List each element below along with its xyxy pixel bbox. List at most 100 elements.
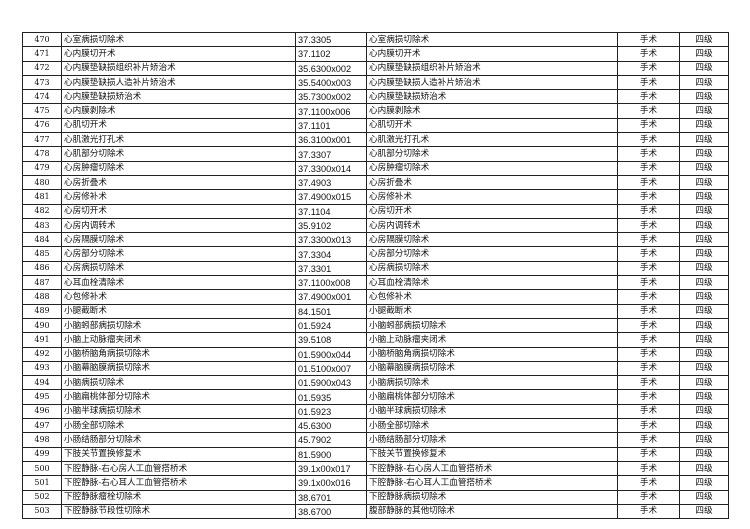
table-row: 486 心房病损切除术 37.3301 心房病损切除术 手术 四级 [22,260,729,277]
table-row: 490 小脑蚓部病损切除术 01.5924 小脑蚓部病损切除术 手术 四级 [22,317,729,334]
category-cell: 手术 [617,160,680,176]
row-number-cell: 488 [22,289,62,305]
level-cell: 四级 [679,74,729,91]
procedure-code-cell: 37.4903 [295,174,367,191]
procedure-name-cell: 心肌激光打孔术 [61,132,296,148]
code-name-cell: 小脑蚓部病损切除术 [366,317,618,334]
procedure-name-cell: 心耳血栓清除术 [61,275,296,291]
table-row: 477 心肌激光打孔术 36.3100x001 心肌激光打孔术 手术 四级 [22,132,729,148]
row-number-cell: 492 [22,346,62,362]
level-cell: 四级 [679,174,729,191]
procedure-code-cell: 39.5108 [295,332,367,348]
level-cell: 四级 [679,275,729,291]
procedure-name-cell: 心房内调转术 [61,217,296,234]
procedure-name-cell: 下腔静脉瘤栓切除术 [61,489,296,505]
code-name-cell: 小脑半球病损切除术 [366,403,618,420]
category-cell: 手术 [617,418,680,434]
row-number-cell: 483 [22,217,62,234]
procedure-name-cell: 心内膜切开术 [61,46,296,62]
table-row: 489 小腿截断术 84.1501 小腿截断术 手术 四级 [22,303,729,319]
procedure-code-cell: 37.1101 [295,117,367,134]
table-row: 498 小肠结肠部分切除术 45.7902 小肠结肠部分切除术 手术 四级 [22,432,729,448]
category-cell: 手术 [617,189,680,205]
procedure-code-cell: 35.7300x002 [295,89,367,105]
procedure-code-cell: 01.5100x007 [295,360,367,377]
level-cell: 四级 [679,460,729,477]
procedure-code-cell: 37.3300x013 [295,232,367,248]
table-row: 496 小脑半球病损切除术 01.5923 小脑半球病损切除术 手术 四级 [22,403,729,420]
row-number-cell: 479 [22,160,62,176]
procedure-code-cell: 37.3307 [295,146,367,162]
table-row: 484 心房隔膜切除术 37.3300x013 心房隔膜切除术 手术 四级 [22,232,729,248]
level-cell: 四级 [679,418,729,434]
procedure-name-cell: 心房隔膜切除术 [61,232,296,248]
category-cell: 手术 [617,303,680,319]
procedure-code-cell: 37.3305 [295,31,367,48]
procedure-name-cell: 心内膜垫缺损组织补片矫治术 [61,60,296,76]
level-cell: 四级 [679,189,729,205]
procedure-name-cell: 下腔静脉-右心房人工血管搭桥术 [61,460,296,477]
table-row: 480 心房折叠术 37.4903 心房折叠术 手术 四级 [22,174,729,191]
procedure-name-cell: 心内膜垫缺损矫治术 [61,89,296,105]
procedure-code-cell: 01.5900x044 [295,346,367,362]
category-cell: 手术 [617,332,680,348]
table-row: 482 心房切开术 37.1104 心房切开术 手术 四级 [22,203,729,219]
row-number-cell: 489 [22,303,62,319]
code-name-cell: 心房修补术 [366,189,618,205]
procedure-name-cell: 小脑半球病损切除术 [61,403,296,420]
level-cell: 四级 [679,203,729,219]
code-name-cell: 心内膜切开术 [366,46,618,62]
procedure-name-cell: 心内膜剥除术 [61,103,296,119]
row-number-cell: 474 [22,89,62,105]
row-number-cell: 484 [22,232,62,248]
procedure-code-cell: 38.6700 [295,503,367,520]
category-cell: 手术 [617,46,680,62]
row-number-cell: 496 [22,403,62,420]
procedure-code-cell: 01.5935 [295,389,367,405]
row-number-cell: 501 [22,475,62,491]
code-name-cell: 心房隔膜切除术 [366,232,618,248]
table-row: 470 心室病损切除术 37.3305 心室病损切除术 手术 四级 [22,31,729,48]
level-cell: 四级 [679,260,729,277]
procedure-code-cell: 81.5900 [295,446,367,462]
row-number-cell: 491 [22,332,62,348]
category-cell: 手术 [617,460,680,477]
table-row: 481 心房修补术 37.4900x015 心房修补术 手术 四级 [22,189,729,205]
row-number-cell: 473 [22,74,62,91]
procedure-name-cell: 小脑幕脑膜病损切除术 [61,360,296,377]
category-cell: 手术 [617,446,680,462]
procedure-name-cell: 小肠全部切除术 [61,418,296,434]
code-name-cell: 心房内调转术 [366,217,618,234]
table-row: 474 心内膜垫缺损矫治术 35.7300x002 心内膜垫缺损矫治术 手术 四级 [22,89,729,105]
code-name-cell: 小肠全部切除术 [366,418,618,434]
level-cell: 四级 [679,475,729,491]
procedure-name-cell: 心包修补术 [61,289,296,305]
table-row: 499 下肢关节置换修复术 81.5900 下肢关节置换修复术 手术 四级 [22,446,729,462]
code-name-cell: 腹部静脉的其他切除术 [366,503,618,520]
code-name-cell: 下腔静脉-右心耳人工血管搭桥术 [366,475,618,491]
category-cell: 手术 [617,317,680,334]
code-name-cell: 心肌激光打孔术 [366,132,618,148]
level-cell: 四级 [679,375,729,391]
code-name-cell: 下腔静脉病损切除术 [366,489,618,505]
procedure-name-cell: 小脑扁桃体部分切除术 [61,389,296,405]
table-row: 495 小脑扁桃体部分切除术 01.5935 小脑扁桃体部分切除术 手术 四级 [22,389,729,405]
code-name-cell: 小脑上动脉瘤夹闭术 [366,332,618,348]
category-cell: 手术 [617,246,680,262]
row-number-cell: 498 [22,432,62,448]
table-row: 491 小脑上动脉瘤夹闭术 39.5108 小脑上动脉瘤夹闭术 手术 四级 [22,332,729,348]
procedure-code-cell: 35.9102 [295,217,367,234]
category-cell: 手术 [617,60,680,76]
table-row: 493 小脑幕脑膜病损切除术 01.5100x007 小脑幕脑膜病损切除术 手术 四级 [22,360,729,377]
level-cell: 四级 [679,446,729,462]
row-number-cell: 497 [22,418,62,434]
procedure-name-cell: 下腔静脉节段性切除术 [61,503,296,520]
procedure-code-cell: 37.3304 [295,246,367,262]
procedure-code-cell: 37.1102 [295,46,367,62]
row-number-cell: 477 [22,132,62,148]
table-row: 501 下腔静脉-右心耳人工血管搭桥术 39.1x00x016 下腔静脉-右心耳人工血… [22,475,729,491]
procedure-code-cell: 37.1100x006 [295,103,367,119]
procedure-code-cell: 37.1100x008 [295,275,367,291]
code-name-cell: 心内膜垫缺损组织补片矫治术 [366,60,618,76]
row-number-cell: 493 [22,360,62,377]
